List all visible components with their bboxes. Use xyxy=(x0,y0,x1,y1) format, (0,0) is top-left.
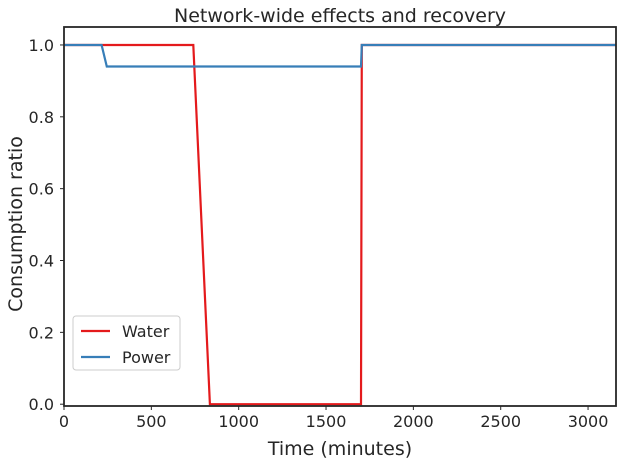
legend-label-water: Water xyxy=(122,322,170,341)
series-lines xyxy=(64,43,616,406)
legend: Water Power xyxy=(72,315,181,371)
x-tick-label: 3000 xyxy=(568,412,609,431)
y-tick-label: 0.6 xyxy=(29,180,54,199)
x-axis: 0 500 1000 1500 2000 2500 3000 xyxy=(59,406,609,431)
x-axis-title: Time (minutes) xyxy=(267,438,412,460)
x-tick-label: 1000 xyxy=(218,412,259,431)
series-line-power xyxy=(64,43,616,68)
y-tick-label: 1.0 xyxy=(29,36,54,55)
x-tick-label: 1500 xyxy=(306,412,347,431)
y-tick-label: 0.4 xyxy=(29,252,54,271)
y-axis-title: Consumption ratio xyxy=(5,136,27,312)
x-tick-label: 0 xyxy=(59,412,69,431)
y-tick-label: 0.2 xyxy=(29,323,54,342)
x-tick-label: 2000 xyxy=(393,412,434,431)
y-tick-label: 0.8 xyxy=(29,108,54,127)
x-tick-label: 500 xyxy=(136,412,167,431)
y-axis: 0.0 0.2 0.4 0.6 0.8 1.0 xyxy=(29,36,64,414)
plot-frame xyxy=(63,26,617,407)
legend-label-power: Power xyxy=(122,348,171,367)
y-tick-label: 0.0 xyxy=(29,395,54,414)
chart-title: Network-wide effects and recovery xyxy=(174,5,506,27)
x-tick-label: 2500 xyxy=(480,412,521,431)
